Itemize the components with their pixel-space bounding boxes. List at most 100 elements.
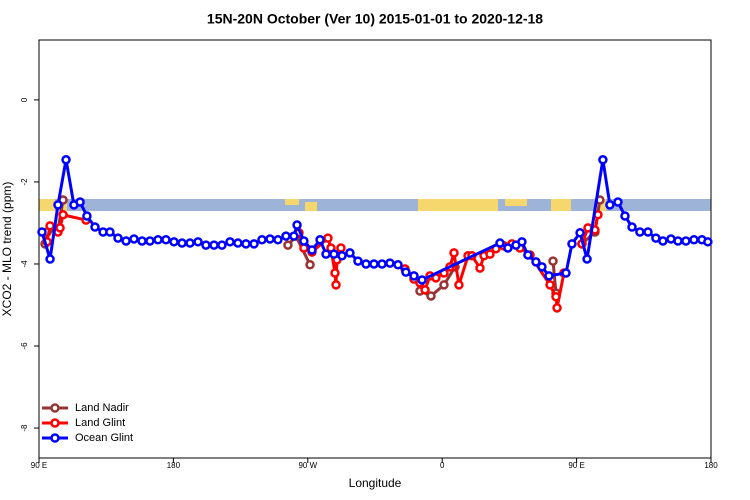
data-point xyxy=(37,227,47,237)
data-point xyxy=(45,221,55,231)
data-point xyxy=(385,258,395,268)
data-point xyxy=(681,236,691,246)
y-tick-label: -4 xyxy=(20,260,29,268)
data-point xyxy=(409,271,419,281)
data-point xyxy=(305,260,315,270)
data-point xyxy=(217,240,227,250)
series-line xyxy=(45,212,600,309)
data-point xyxy=(331,280,341,290)
data-point xyxy=(635,227,645,237)
data-point xyxy=(336,243,346,253)
data-point xyxy=(454,280,464,290)
data-point xyxy=(281,231,291,241)
x-tick-label: 90 E xyxy=(568,461,584,470)
data-point xyxy=(337,251,347,261)
data-point xyxy=(323,233,333,243)
data-point xyxy=(169,237,179,247)
data-point xyxy=(161,235,171,245)
data-point xyxy=(401,267,411,277)
data-point xyxy=(209,240,219,250)
data-point xyxy=(201,240,211,250)
data-point xyxy=(193,237,203,247)
data-point xyxy=(299,236,309,246)
y-tick-label: 0 xyxy=(20,97,29,102)
data-point xyxy=(420,285,430,295)
x-tick-label: 90 W xyxy=(298,461,317,470)
data-point xyxy=(315,235,325,245)
y-tick-label: -2 xyxy=(20,178,29,186)
data-point xyxy=(673,236,683,246)
data-point xyxy=(249,239,259,249)
data-point xyxy=(233,238,243,248)
data-point xyxy=(575,228,585,238)
data-point xyxy=(417,275,427,285)
data-point xyxy=(273,235,283,245)
data-point xyxy=(689,235,699,245)
legend-label: Land Glint xyxy=(75,417,125,429)
data-point xyxy=(82,211,92,221)
data-point xyxy=(329,249,339,259)
legend: Land Nadir Land Glint Ocean Glint xyxy=(42,402,133,444)
data-point xyxy=(121,236,131,246)
x-tick-label: 180 xyxy=(704,461,718,470)
data-point xyxy=(605,200,615,210)
data-point xyxy=(145,236,155,246)
data-point xyxy=(495,238,505,248)
data-point xyxy=(353,256,363,266)
data-point xyxy=(345,248,355,258)
data-point xyxy=(330,268,340,278)
data-point xyxy=(377,259,387,269)
data-point xyxy=(75,197,85,207)
x-tick-label: 180 xyxy=(167,461,181,470)
data-point xyxy=(289,231,299,241)
chart-title: 15N-20N October (Ver 10) 2015-01-01 to 2… xyxy=(207,11,543,27)
data-point xyxy=(241,239,251,249)
y-axis-label: XCO2 - MLO trend (ppm) xyxy=(0,182,14,317)
data-point xyxy=(45,254,55,264)
data-point xyxy=(426,291,436,301)
plot-frame xyxy=(38,39,712,459)
data-point xyxy=(703,237,713,247)
data-point xyxy=(153,235,163,245)
data-point xyxy=(658,236,668,246)
data-point xyxy=(292,220,302,230)
data-point xyxy=(369,259,379,269)
data-point xyxy=(561,268,571,278)
data-point xyxy=(321,249,331,259)
data-point xyxy=(485,249,495,259)
y-tick-label: -8 xyxy=(20,424,29,432)
legend-marker xyxy=(50,403,60,413)
data-point xyxy=(137,236,147,246)
data-point xyxy=(523,250,533,260)
data-point xyxy=(598,155,608,165)
legend-label: Ocean Glint xyxy=(75,432,133,444)
data-point xyxy=(545,280,555,290)
data-point xyxy=(439,280,449,290)
data-point xyxy=(531,257,541,267)
data-point xyxy=(225,237,235,247)
data-point xyxy=(129,234,139,244)
data-point xyxy=(475,263,485,273)
data-point xyxy=(503,243,513,253)
data-point xyxy=(552,303,562,313)
data-point xyxy=(177,238,187,248)
data-point xyxy=(449,248,459,258)
data-point xyxy=(61,155,71,165)
data-point xyxy=(620,211,630,221)
data-point xyxy=(53,200,63,210)
data-point xyxy=(551,292,561,302)
data-point xyxy=(307,245,317,255)
legend-marker xyxy=(50,433,60,443)
data-point xyxy=(627,222,637,232)
data-point xyxy=(517,237,527,247)
data-point xyxy=(537,262,547,272)
data-point xyxy=(185,238,195,248)
data-point xyxy=(582,254,592,264)
data-point xyxy=(361,259,371,269)
data-point xyxy=(548,256,558,266)
data-point xyxy=(544,271,554,281)
legend-label: Land Nadir xyxy=(75,402,129,414)
x-axis-label: Longitude xyxy=(349,476,402,490)
data-point xyxy=(283,240,293,250)
